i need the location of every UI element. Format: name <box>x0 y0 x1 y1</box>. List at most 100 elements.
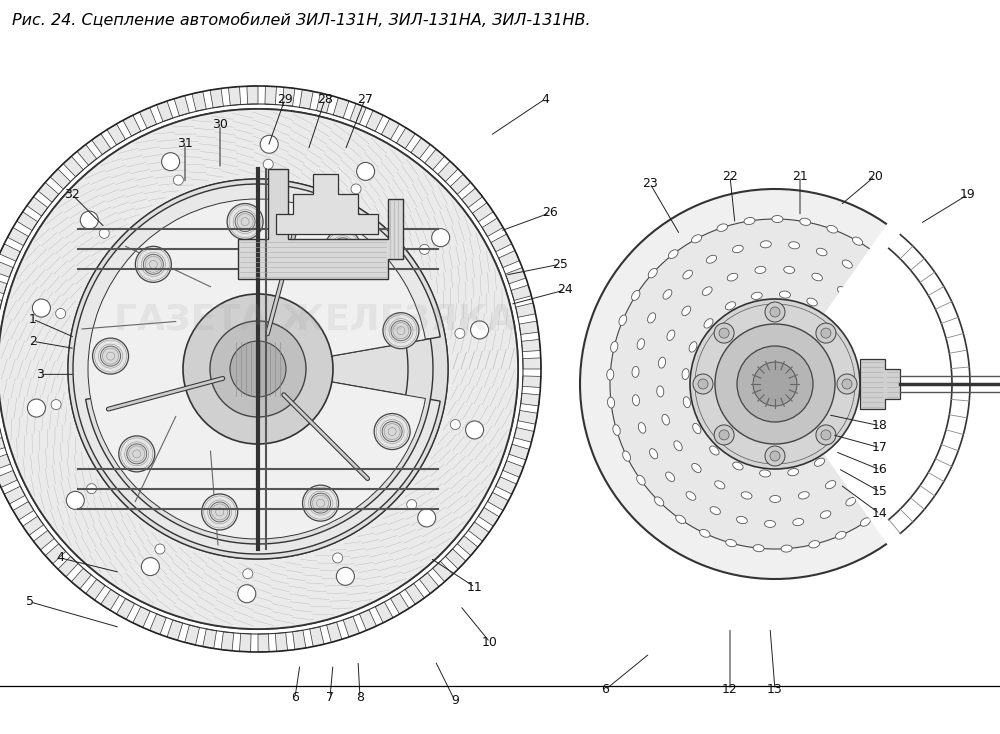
Ellipse shape <box>913 294 921 305</box>
Polygon shape <box>33 531 54 550</box>
Ellipse shape <box>674 441 682 451</box>
Polygon shape <box>375 602 393 623</box>
Ellipse shape <box>702 287 712 295</box>
Ellipse shape <box>686 492 696 501</box>
Ellipse shape <box>887 457 895 468</box>
Polygon shape <box>192 92 206 112</box>
Polygon shape <box>38 183 59 203</box>
Ellipse shape <box>717 224 728 231</box>
Ellipse shape <box>853 416 861 426</box>
Polygon shape <box>116 598 135 619</box>
Ellipse shape <box>788 468 799 476</box>
Circle shape <box>719 328 729 338</box>
Polygon shape <box>0 454 11 470</box>
Wedge shape <box>73 184 440 554</box>
Text: 10: 10 <box>482 636 498 649</box>
Ellipse shape <box>663 290 672 299</box>
Ellipse shape <box>859 306 868 316</box>
Circle shape <box>56 308 66 319</box>
Circle shape <box>382 421 402 442</box>
Ellipse shape <box>760 470 771 477</box>
Circle shape <box>93 338 129 374</box>
Polygon shape <box>405 584 424 604</box>
Circle shape <box>770 307 780 317</box>
Polygon shape <box>275 633 288 651</box>
Ellipse shape <box>779 291 790 298</box>
Ellipse shape <box>760 241 771 248</box>
Text: Рис. 24. Сцепление автомобилей ЗИЛ-131Н, ЗИЛ-131НА, ЗИЛ-131НВ.: Рис. 24. Сцепление автомобилей ЗИЛ-131Н,… <box>12 12 591 28</box>
Text: 14: 14 <box>872 507 888 520</box>
Wedge shape <box>775 208 990 560</box>
Polygon shape <box>63 156 83 177</box>
Ellipse shape <box>700 529 710 537</box>
Ellipse shape <box>935 402 942 413</box>
Polygon shape <box>45 544 66 564</box>
Text: 8: 8 <box>356 691 364 704</box>
Ellipse shape <box>868 479 878 489</box>
Wedge shape <box>0 109 518 629</box>
Polygon shape <box>247 86 258 104</box>
Ellipse shape <box>793 518 804 526</box>
Circle shape <box>202 494 238 530</box>
Circle shape <box>693 374 713 394</box>
Circle shape <box>821 430 831 440</box>
Ellipse shape <box>831 313 840 322</box>
Circle shape <box>374 413 410 449</box>
Polygon shape <box>390 593 409 614</box>
Ellipse shape <box>861 388 868 399</box>
Ellipse shape <box>737 517 747 523</box>
Circle shape <box>719 430 729 440</box>
Ellipse shape <box>764 520 775 528</box>
Circle shape <box>714 425 734 445</box>
Ellipse shape <box>682 306 691 316</box>
Ellipse shape <box>911 377 918 388</box>
Polygon shape <box>487 493 508 511</box>
Ellipse shape <box>654 497 664 506</box>
Polygon shape <box>276 174 378 234</box>
Ellipse shape <box>816 248 827 255</box>
Polygon shape <box>23 516 44 535</box>
Ellipse shape <box>744 217 755 225</box>
Ellipse shape <box>753 545 764 552</box>
Ellipse shape <box>812 273 822 281</box>
Ellipse shape <box>933 346 940 357</box>
Polygon shape <box>359 610 376 631</box>
Polygon shape <box>503 461 524 477</box>
Circle shape <box>127 444 147 464</box>
Text: 20: 20 <box>867 170 883 183</box>
Circle shape <box>610 219 940 549</box>
Polygon shape <box>293 631 306 650</box>
Ellipse shape <box>770 495 781 503</box>
Circle shape <box>99 228 109 239</box>
Circle shape <box>837 374 857 394</box>
Polygon shape <box>310 627 324 647</box>
Polygon shape <box>203 629 217 649</box>
Circle shape <box>333 553 343 563</box>
Circle shape <box>715 324 835 444</box>
Ellipse shape <box>662 415 669 425</box>
Text: 16: 16 <box>872 463 888 476</box>
Polygon shape <box>140 108 157 128</box>
Ellipse shape <box>666 472 675 482</box>
Ellipse shape <box>865 277 875 286</box>
Polygon shape <box>482 218 503 236</box>
Circle shape <box>816 323 836 343</box>
Ellipse shape <box>632 291 640 300</box>
Ellipse shape <box>902 479 911 489</box>
Circle shape <box>753 362 797 406</box>
Ellipse shape <box>814 421 823 430</box>
Ellipse shape <box>692 235 702 243</box>
Text: 12: 12 <box>722 683 738 697</box>
Ellipse shape <box>881 414 888 425</box>
Polygon shape <box>282 87 295 106</box>
Ellipse shape <box>837 440 846 449</box>
Polygon shape <box>92 134 111 155</box>
Circle shape <box>135 247 171 283</box>
Text: 18: 18 <box>872 419 888 432</box>
Text: 30: 30 <box>212 118 228 131</box>
Ellipse shape <box>710 506 720 515</box>
Circle shape <box>336 567 354 585</box>
Ellipse shape <box>860 360 867 371</box>
Ellipse shape <box>836 531 846 539</box>
Text: 22: 22 <box>722 170 738 183</box>
